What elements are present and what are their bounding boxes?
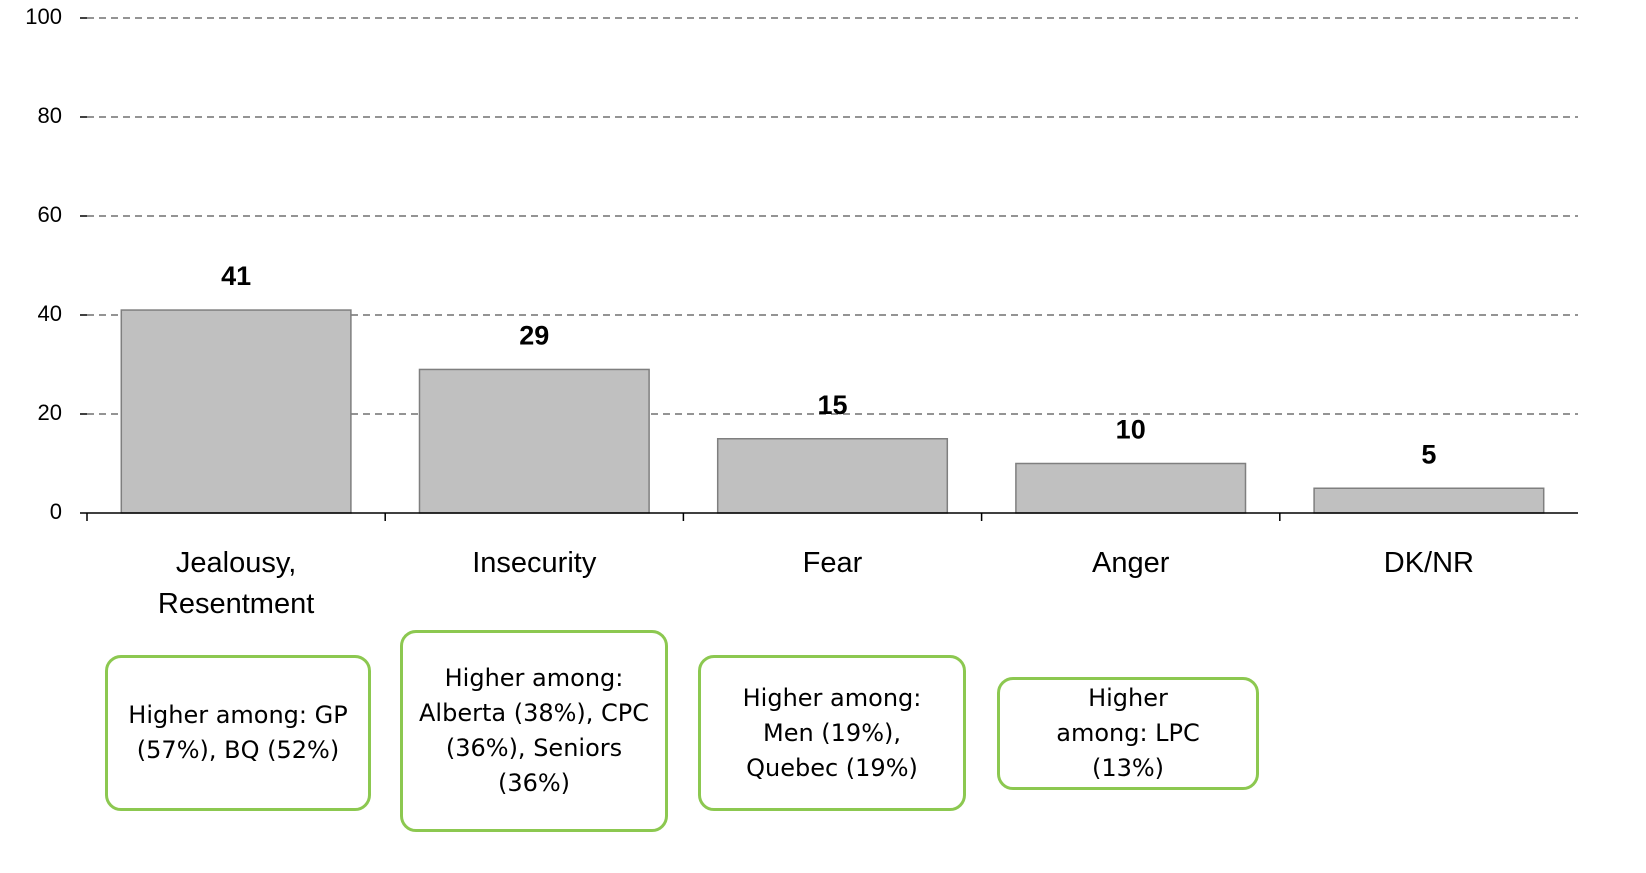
value-label: 15 [817,390,847,420]
x-tick-label: Anger [1091,547,1170,579]
y-tick-label: 60 [38,202,62,227]
value-label: 29 [519,321,549,351]
annotation-box: Higher among: GP (57%), BQ (52%) [105,655,371,811]
annotation-text: Higher among: GP (57%), BQ (52%) [128,701,348,764]
annotation-box: Higher among: LPC (13%) [997,677,1259,790]
value-label: 41 [221,261,251,291]
annotation-text: Higher among: Alberta (38%), CPC (36%), … [419,664,650,797]
y-tick-label: 80 [38,103,62,128]
x-tick-label: Jealousy, Resentment [157,547,315,620]
annotation-text: Higher among: LPC (13%) [1056,684,1200,782]
annotation-box: Higher among: Alberta (38%), CPC (36%), … [400,630,668,832]
bar [120,309,352,514]
y-tick-label: 100 [25,4,62,29]
annotation-box: Higher among: Men (19%), Quebec (19%) [698,655,966,811]
x-tick-label: DK/NR [1383,547,1474,579]
value-label: 10 [1116,415,1146,445]
bar [716,438,949,514]
x-tick-label: Insecurity [472,547,597,579]
y-tick-label: 20 [38,400,62,425]
bar [1313,487,1545,514]
y-tick-label: 40 [38,301,62,326]
bar [418,368,650,514]
value-label: 5 [1421,439,1436,469]
annotation-text: Higher among: Men (19%), Quebec (19%) [742,683,922,782]
y-tick-label: 0 [50,499,62,524]
x-tick-label: Fear [802,547,863,579]
bar [1015,462,1247,514]
